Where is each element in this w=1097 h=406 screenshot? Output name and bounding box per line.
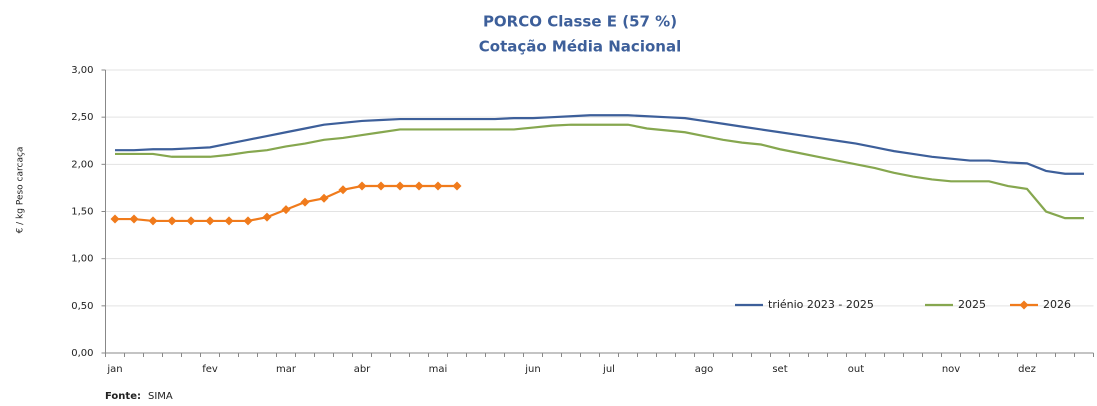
marker xyxy=(129,214,139,224)
x-tick-label: jan xyxy=(106,364,122,375)
y-tick-label: 0,00 xyxy=(71,348,93,359)
source: SIMA xyxy=(148,391,173,402)
y-tick-label: 2,50 xyxy=(71,112,93,123)
legend-label: triénio 2023 - 2025 xyxy=(768,298,874,311)
marker xyxy=(414,181,424,191)
x-tick-label: jun xyxy=(524,364,540,375)
marker xyxy=(167,216,177,226)
x-tick-label: set xyxy=(772,364,787,375)
y-tick-label: 3,00 xyxy=(71,65,93,76)
marker xyxy=(281,205,291,215)
x-tick-label: nov xyxy=(942,364,960,375)
marker xyxy=(262,212,272,222)
y-axis-label: € / kg Peso carcaça xyxy=(16,147,26,234)
marker xyxy=(376,181,386,191)
x-tick-label: out xyxy=(848,364,864,375)
legend-marker xyxy=(1019,300,1029,310)
marker xyxy=(186,216,196,226)
x-tick-label: dez xyxy=(1018,364,1036,375)
marker xyxy=(319,193,329,203)
marker xyxy=(243,216,253,226)
x-tick-label: mar xyxy=(276,364,297,375)
marker xyxy=(148,216,158,226)
x-tick-label: mai xyxy=(429,364,448,375)
marker xyxy=(338,185,348,195)
series-line xyxy=(115,184,457,223)
legend-label: 2026 xyxy=(1043,298,1071,311)
marker xyxy=(357,181,367,191)
chart-subtitle: Cotação Média Nacional xyxy=(479,38,681,56)
y-tick-label: 0,50 xyxy=(71,301,93,312)
legend-label: 2025 xyxy=(958,298,986,311)
marker xyxy=(395,181,405,191)
x-tick-label: ago xyxy=(695,364,714,375)
y-tick-label: 1,00 xyxy=(71,254,93,265)
series-line xyxy=(115,114,1084,175)
marker xyxy=(452,181,462,191)
marker xyxy=(110,214,120,224)
marker xyxy=(205,216,215,226)
series-line xyxy=(115,123,1084,220)
x-tick-label: fev xyxy=(202,364,218,375)
y-tick-label: 2,00 xyxy=(71,159,93,170)
chart-title: PORCO Classe E (57 %) xyxy=(483,13,677,31)
x-tick-label: jul xyxy=(602,364,615,375)
y-tick-label: 1,50 xyxy=(71,207,93,218)
marker xyxy=(224,216,234,226)
marker xyxy=(433,181,443,191)
source-label: Fonte: xyxy=(105,391,141,402)
marker xyxy=(300,197,310,207)
x-tick-label: abr xyxy=(354,364,371,375)
